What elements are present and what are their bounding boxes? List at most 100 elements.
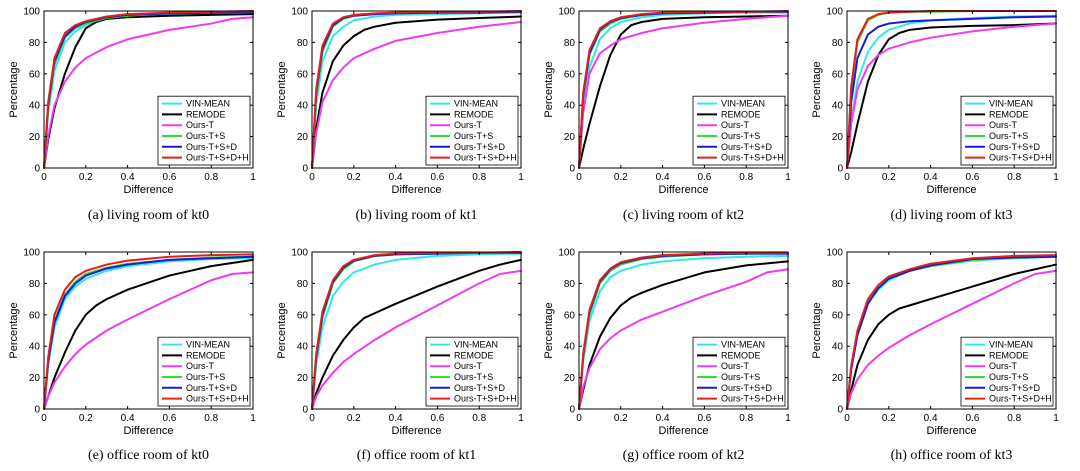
series-line-remode — [311, 258, 522, 410]
x-tick-label: 1 — [250, 413, 256, 424]
x-tick-label: 0.8 — [739, 172, 753, 183]
series-line-ours-t — [43, 271, 254, 410]
y-tick-label: 0 — [837, 164, 843, 175]
y-tick-label: 80 — [29, 279, 41, 290]
x-axis-title: Difference — [392, 184, 442, 196]
legend-box — [692, 336, 786, 407]
y-tick-label: 80 — [832, 279, 844, 290]
legend-label: VIN-MEAN — [186, 99, 230, 109]
x-tick-label: 0.8 — [739, 413, 753, 424]
x-tick-label: 0.2 — [882, 172, 896, 183]
chart-panel-a: 0 0.2 0.4 0.6 0.8 1 0 20 40 60 80 100 Difference Perc… — [8, 7, 256, 224]
plot-frame — [578, 10, 789, 169]
legend-label: Ours-T+S+D+H — [721, 394, 784, 404]
y-tick-label: 40 — [564, 342, 576, 353]
series-line-ours-t-s-d-h — [311, 10, 522, 169]
y-tick-label: 20 — [564, 373, 576, 384]
x-tick-label: 0.6 — [430, 413, 444, 424]
legend-label: VIN-MEAN — [454, 99, 498, 109]
chart-panel-h: 0 0.2 0.4 0.6 0.8 1 0 20 40 60 80 100 Difference Perc… — [811, 248, 1059, 464]
x-tick-label: 0 — [576, 413, 582, 424]
legend: VIN-MEANREMODEOurs-TOurs-T+SOurs-T+S+DOu… — [960, 336, 1054, 407]
legend-box — [157, 95, 251, 166]
y-axis-title: Percentage — [543, 61, 555, 117]
legend: VIN-MEANREMODEOurs-TOurs-T+SOurs-T+S+DOu… — [157, 336, 251, 407]
legend-box — [157, 336, 251, 407]
subfigure-caption: (g) office room of kt2 — [623, 448, 745, 463]
x-tick-label: 0.8 — [472, 413, 486, 424]
legend-label: REMODE — [989, 350, 1029, 360]
legend-label: Ours-T+S+D — [989, 142, 1041, 152]
chart-panel-d: 0 0.2 0.4 0.6 0.8 1 0 20 40 60 80 100 Difference Perc… — [811, 7, 1059, 224]
y-tick-label: 40 — [29, 342, 41, 353]
y-tick-label: 80 — [564, 279, 576, 290]
legend-label: Ours-T — [989, 120, 1018, 130]
x-tick-label: 0.6 — [965, 172, 979, 183]
legend-label: Ours-T+S+D — [721, 383, 773, 393]
y-tick-label: 80 — [832, 38, 844, 49]
x-tick-label: 0 — [309, 172, 315, 183]
legend-label: Ours-T+S+D+H — [721, 153, 784, 163]
y-tick-label: 0 — [302, 164, 308, 175]
legend-box — [960, 95, 1054, 166]
y-tick-label: 80 — [297, 279, 309, 290]
y-tick-label: 0 — [34, 405, 40, 416]
series-lines — [43, 10, 254, 169]
chart-panel-g: 0 0.2 0.4 0.6 0.8 1 0 20 40 60 80 100 Difference Perc… — [543, 248, 791, 464]
x-tick-label: 0.4 — [121, 172, 135, 183]
legend-label: Ours-T+S+D — [454, 383, 506, 393]
series-line-vin-mean — [311, 252, 522, 410]
x-tick-label: 0.4 — [924, 413, 938, 424]
legend-box — [425, 336, 519, 407]
plot-frame — [311, 10, 522, 169]
series-lines — [311, 10, 522, 169]
y-tick-label: 60 — [29, 310, 41, 321]
x-tick-label: 0.6 — [162, 172, 176, 183]
plot-frame — [43, 10, 254, 169]
x-tick-label: 0 — [844, 413, 850, 424]
legend-label: Ours-T+S — [721, 131, 760, 141]
series-line-ours-t-s-d-h — [578, 10, 789, 169]
y-tick-label: 20 — [832, 132, 844, 143]
x-tick-label: 0.2 — [79, 172, 93, 183]
x-tick-label: 0.4 — [389, 172, 403, 183]
legend-label: Ours-T+S+D — [454, 142, 506, 152]
y-tick-label: 20 — [564, 132, 576, 143]
series-lines — [311, 251, 522, 410]
subfigure-caption: (c) living room of kt2 — [623, 208, 744, 223]
series-lines — [578, 10, 789, 169]
y-tick-label: 60 — [564, 69, 576, 80]
series-line-ours-t — [311, 269, 522, 410]
series-line-remode — [43, 258, 254, 410]
legend-label: REMODE — [454, 350, 494, 360]
x-tick-label: 0 — [41, 172, 47, 183]
y-tick-label: 20 — [832, 373, 844, 384]
y-tick-label: 60 — [297, 69, 309, 80]
x-tick-label: 1 — [785, 413, 791, 424]
subfigure-caption: (f) office room of kt1 — [357, 448, 476, 463]
series-line-remode — [578, 14, 789, 169]
legend: VIN-MEANREMODEOurs-TOurs-T+SOurs-T+S+DOu… — [425, 336, 519, 407]
legend: VIN-MEANREMODEOurs-TOurs-T+SOurs-T+S+DOu… — [425, 95, 519, 166]
plot-frame — [578, 251, 789, 410]
series-line-ours-t-s-d-h — [311, 251, 522, 410]
legend-label: REMODE — [721, 350, 761, 360]
legend-label: REMODE — [186, 350, 226, 360]
y-tick-label: 0 — [569, 405, 575, 416]
series-line-ours-t-s-d — [846, 15, 1057, 169]
y-tick-label: 80 — [564, 38, 576, 49]
legend-box — [692, 95, 786, 166]
legend-label: Ours-T+S+D — [989, 383, 1041, 393]
chart-panel-f: 0 0.2 0.4 0.6 0.8 1 0 20 40 60 80 100 Difference Perc… — [276, 248, 524, 464]
y-tick-label: 0 — [569, 164, 575, 175]
y-tick-label: 20 — [29, 373, 41, 384]
y-axis-title: Percentage — [811, 302, 823, 358]
legend-label: Ours-T+S — [721, 372, 760, 382]
x-tick-label: 0.8 — [1007, 413, 1021, 424]
series-line-ours-t — [846, 269, 1057, 410]
x-axis-title: Difference — [124, 425, 174, 437]
legend-label: Ours-T — [721, 361, 750, 371]
y-tick-label: 0 — [837, 405, 843, 416]
subfigure-caption: (b) living room of kt1 — [355, 208, 477, 223]
y-tick-label: 40 — [29, 101, 41, 112]
